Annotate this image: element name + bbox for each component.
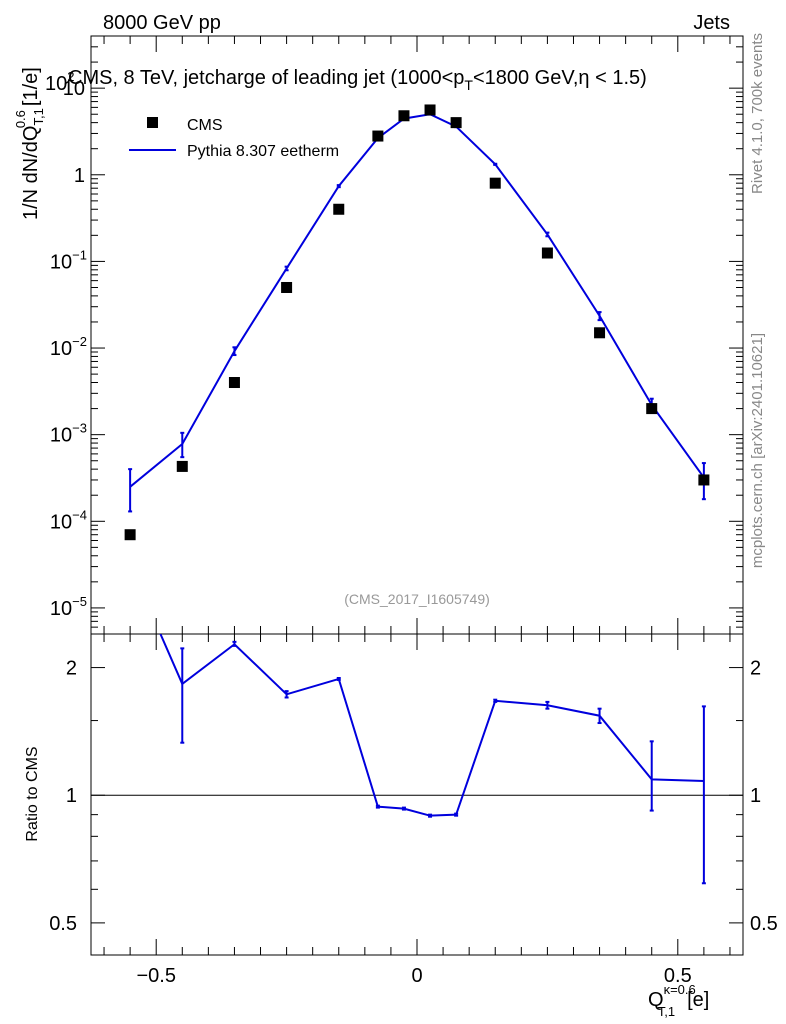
analysis-id: (CMS_2017_I1605749) (344, 591, 490, 607)
main-y-tick-label: 10−3 (50, 421, 87, 447)
ratio-y-tick-label-right: 1 (750, 785, 761, 807)
ratio-y-tick-label: 2 (66, 658, 77, 680)
main-y-tick-label: 10−4 (50, 507, 87, 533)
main-y-tick-label: 10 (63, 78, 85, 100)
x-tick-label: −0.5 (136, 965, 175, 987)
ratio-panel-frame (90, 633, 744, 956)
side-label-rivet: Rivet 4.1.0, 700k events (749, 33, 766, 194)
category-label: Jets (693, 12, 730, 34)
ratio-y-tick-label-right: 2 (750, 658, 761, 680)
ratio-y-tick-label: 1 (66, 785, 77, 807)
cms-data-point (698, 474, 710, 486)
legend-data-marker (147, 117, 158, 128)
main-y-axis-label: 1/N dN/dQT,10.6[1/e] (13, 67, 46, 220)
cms-data-point (398, 110, 410, 122)
main-y-tick-label: 10−1 (50, 247, 87, 273)
cms-data-point (372, 130, 384, 142)
ratio-axes: −0.5 0 0.5 0.5 0.5 1 1 2 2 (49, 634, 778, 987)
x-tick-label: 0.5 (664, 965, 692, 987)
ratio-y-axis-label: Ratio to CMS (24, 746, 41, 841)
cms-data-point (450, 117, 462, 129)
ratio-y-tick-label-right: 0.5 (750, 913, 778, 935)
cms-data-point (646, 403, 658, 415)
cms-data-point (594, 327, 606, 339)
main-y-tick-label: 1 (74, 165, 85, 187)
ratio-y-tick-label: 0.5 (49, 913, 77, 935)
main-y-tick-label: 10−5 (50, 594, 87, 620)
x-tick-label: 0 (411, 965, 422, 987)
y-top-tick-label: 102 (45, 69, 74, 95)
cms-data-point (281, 281, 293, 293)
legend-mc-label: Pythia 8.307 eetherm (187, 143, 339, 160)
cms-data-point (333, 203, 345, 215)
x-axis-label: Qκ=0.6 T,1[e] (648, 982, 709, 1019)
legend-data-label: CMS (187, 117, 223, 134)
ratio-series-group (159, 634, 706, 885)
main-series-group (124, 104, 710, 541)
cms-data-point (541, 247, 553, 259)
energy-label: 8000 GeV pp (103, 12, 221, 34)
cms-data-point (124, 529, 136, 541)
cms-data-point (424, 104, 436, 116)
plot-title: CMS, 8 TeV, jetcharge of leading jet (10… (68, 67, 647, 93)
cms-data-point (176, 460, 188, 472)
cms-data-point (228, 377, 240, 389)
main-y-tick-label: 10−2 (50, 334, 87, 360)
ratio-series-line (159, 634, 704, 817)
cms-data-point (489, 177, 501, 189)
side-label-mcplots: mcplots.cern.ch [arXiv:2401.10621] (749, 333, 766, 568)
main-axes: 10−5 10−4 10−3 10−2 10−1 1 10 (50, 36, 743, 634)
mc-series-line (129, 113, 705, 488)
